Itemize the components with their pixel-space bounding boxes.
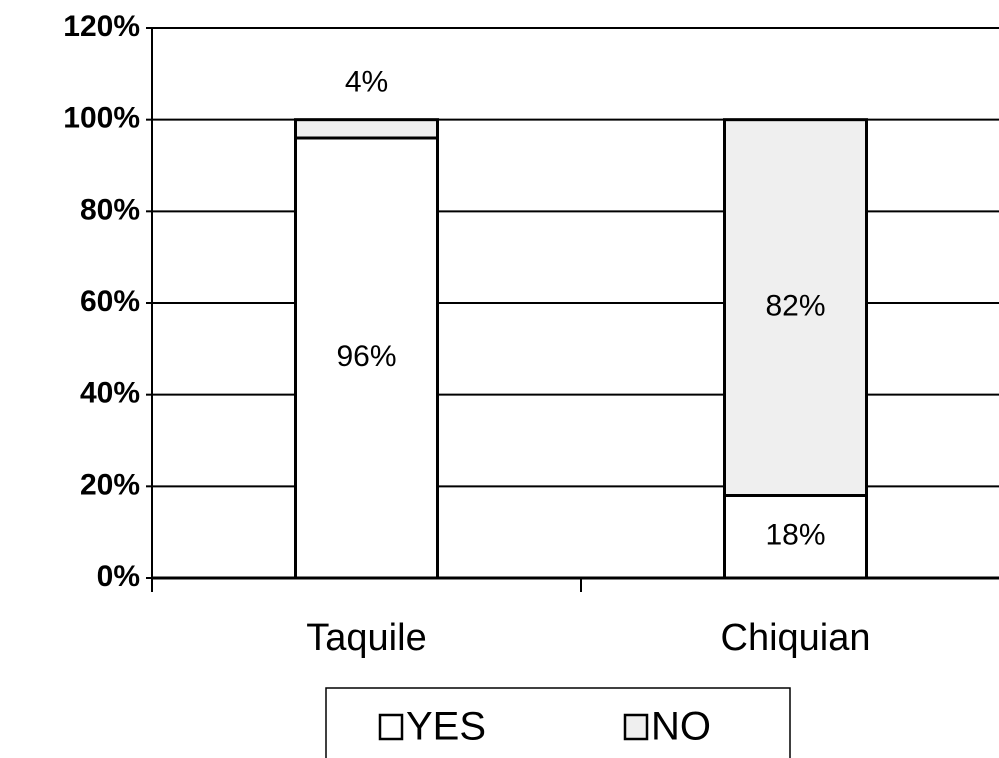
bar-segment [294, 136, 439, 580]
data-label: 4% [345, 66, 388, 99]
y-tick-label: 100% [63, 102, 140, 135]
data-label: 96% [336, 340, 396, 373]
legend-swatch [623, 713, 649, 741]
bar-segment [294, 118, 439, 140]
bar-segment [723, 118, 868, 498]
y-tick-label: 60% [80, 285, 140, 318]
x-tick-label: Chiquian [721, 617, 871, 659]
y-tick-label: 80% [80, 193, 140, 226]
data-label: 18% [765, 519, 825, 552]
legend-swatch [378, 713, 404, 741]
y-tick-label: 20% [80, 468, 140, 501]
bar-segment [723, 494, 868, 580]
y-tick-label: 0% [97, 560, 140, 593]
legend-label: YES [406, 705, 486, 749]
x-tick-label: Taquile [306, 617, 426, 659]
y-tick-label: 40% [80, 377, 140, 410]
y-tick-label: 120% [63, 10, 140, 43]
legend-label: NO [651, 705, 711, 749]
data-label: 82% [765, 290, 825, 323]
legend-box [325, 687, 791, 758]
